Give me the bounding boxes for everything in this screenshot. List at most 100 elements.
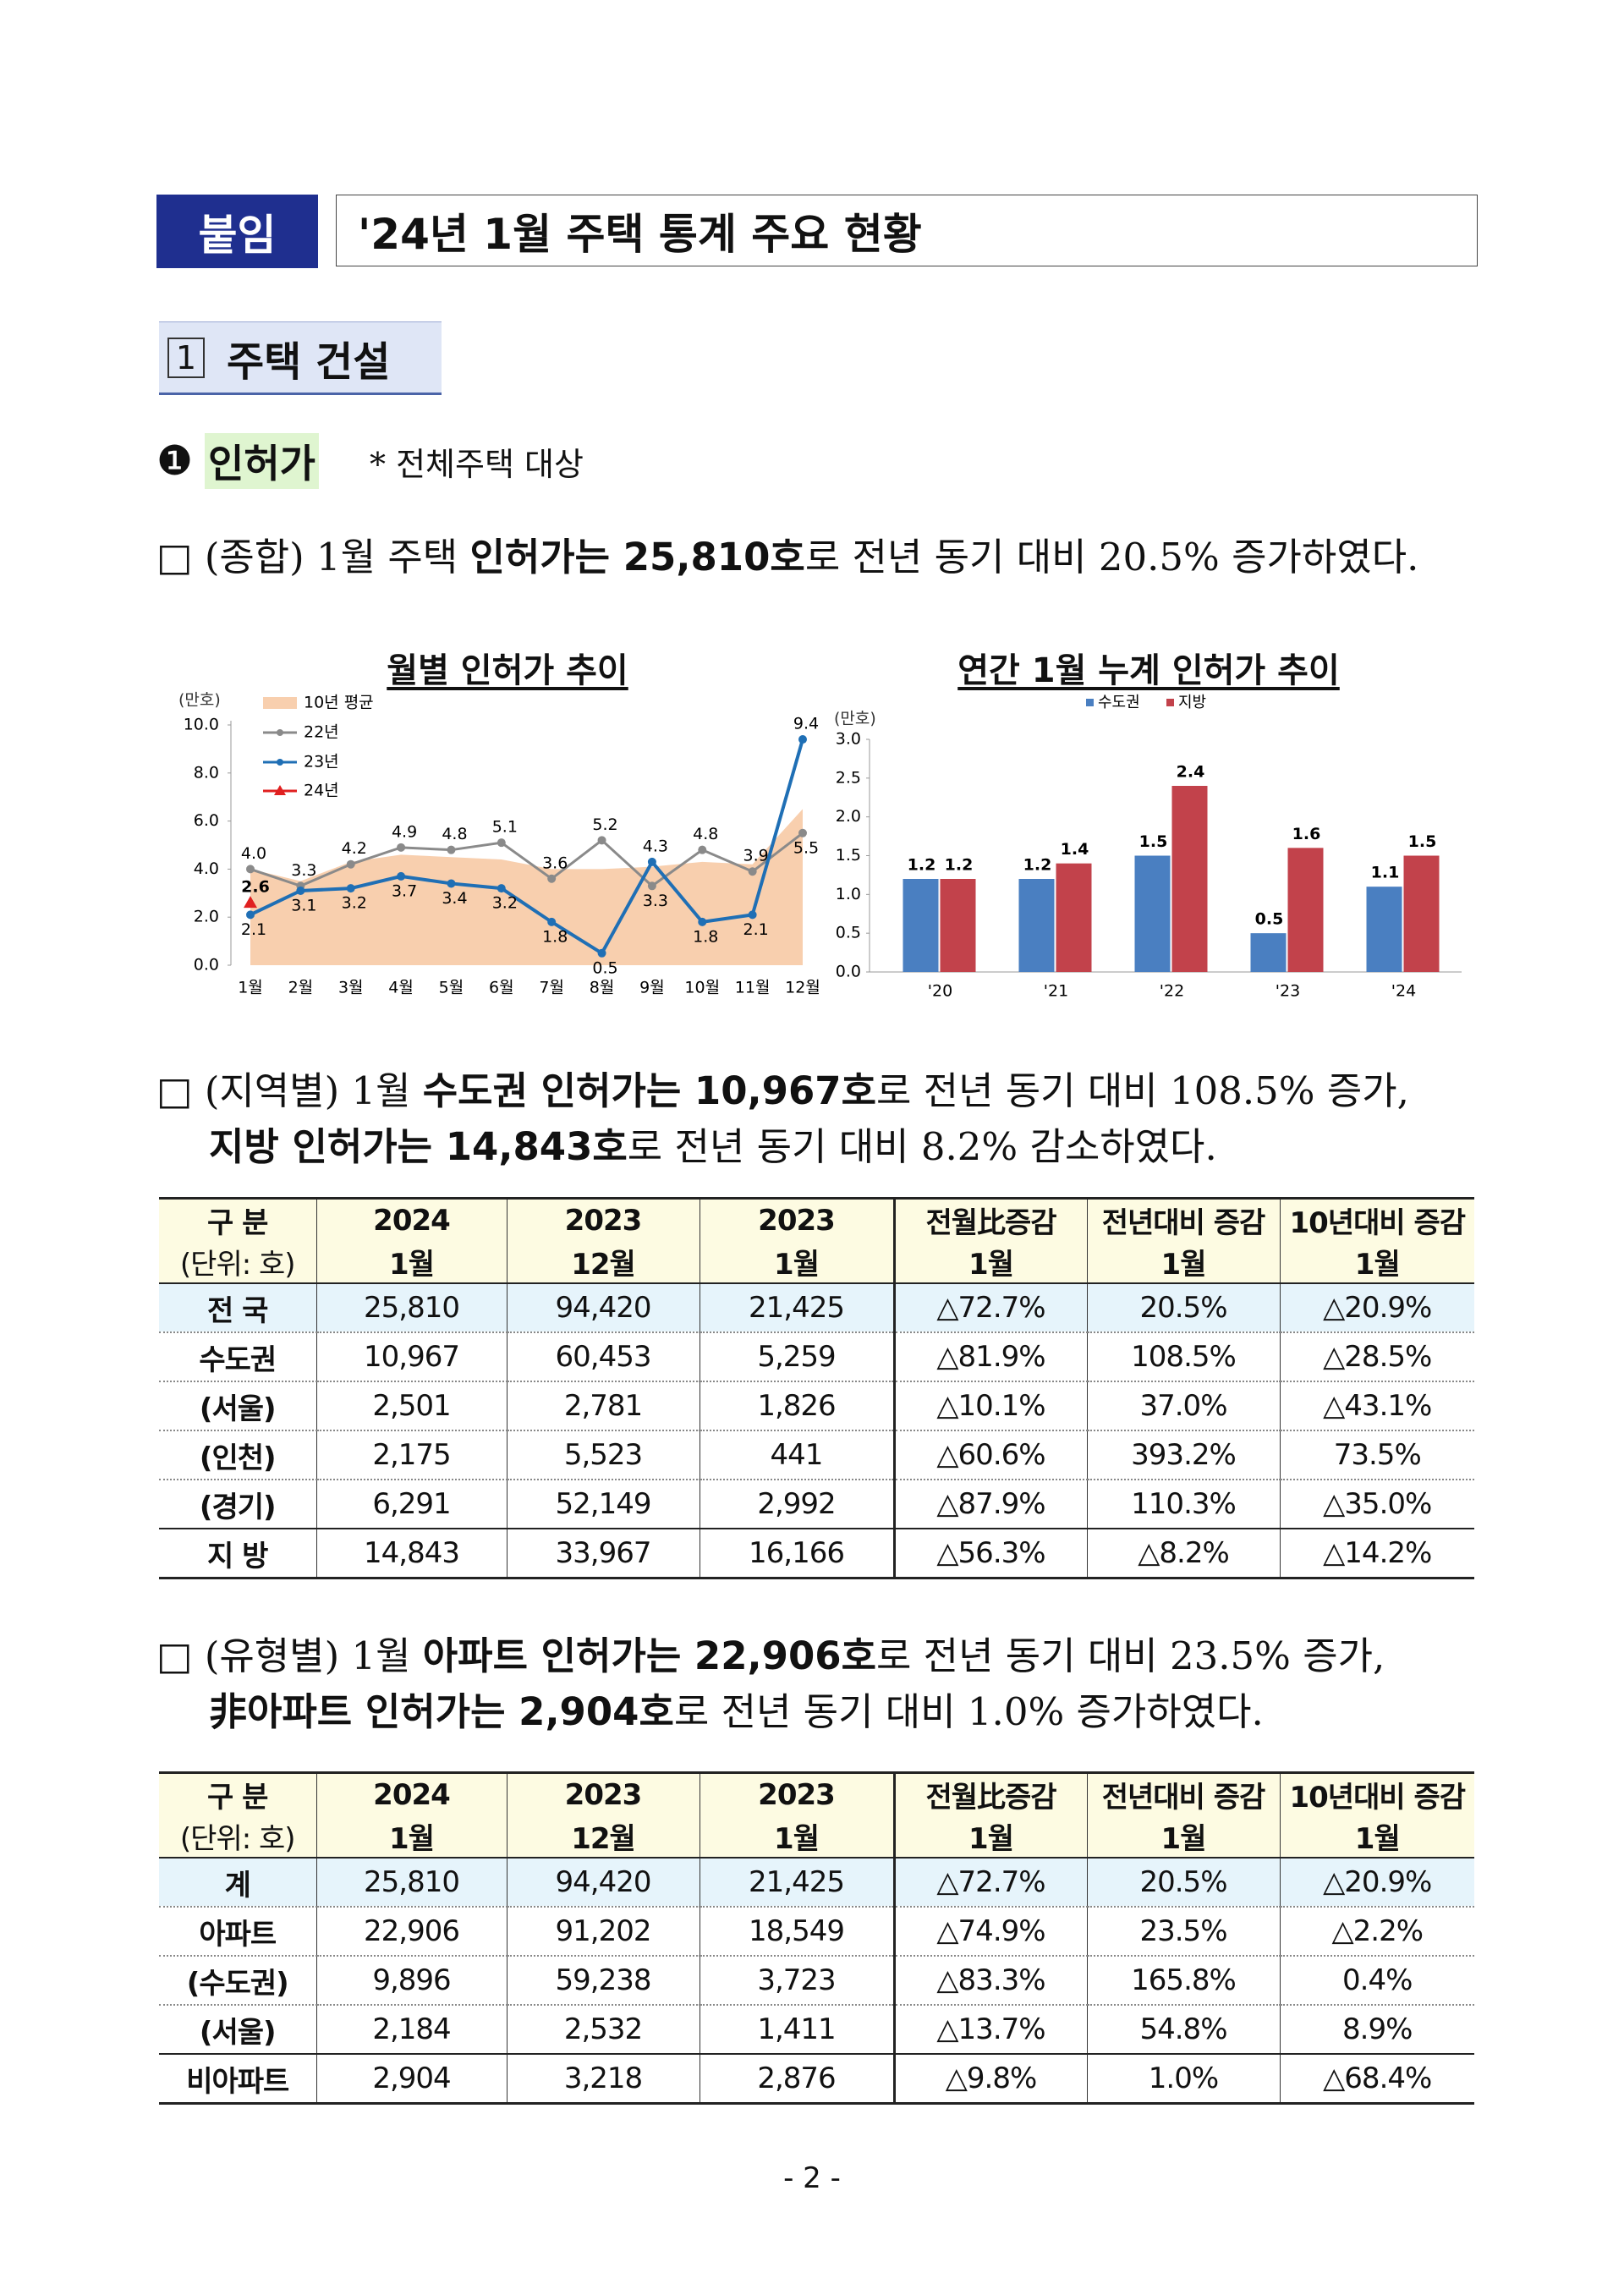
bar: [1403, 855, 1440, 972]
table-cell: 165.8%: [1086, 1955, 1280, 2005]
table-cell: 6,291: [315, 1479, 507, 1529]
emphasis: 지방 인허가는 14,843호: [209, 1124, 628, 1169]
text: 로 전년 동기 대비 23.5% 증가,: [875, 1633, 1385, 1678]
table-cell: 25,810: [315, 1282, 507, 1332]
data-label: 1.2: [945, 856, 974, 875]
table-cell: 18,549: [699, 1906, 894, 1956]
table-cell: △74.9%: [892, 1906, 1087, 1956]
table-cell: 94,420: [506, 1857, 700, 1907]
line: [250, 738, 804, 956]
table-row: 지 방 14,843 33,967 16,166 △56.3% △8.2% △14.2%: [159, 1528, 1474, 1579]
table-cell: △8.2%: [1086, 1528, 1280, 1579]
table-cell: △43.1%: [1279, 1381, 1474, 1430]
table-cell: 2,532: [506, 2004, 700, 2054]
marker: [447, 879, 456, 888]
legend-marker: [274, 785, 286, 795]
y-tick-label: 2.5: [836, 768, 861, 787]
bar: [1250, 933, 1287, 972]
header-cell: 1월: [1086, 1815, 1280, 1858]
marker: [246, 865, 255, 874]
marker: [647, 857, 656, 866]
header-cell: 2023: [506, 1771, 700, 1815]
paragraph-line: □ (종합) 1월 주택 인허가는 25,810호로 전년 동기 대비 20.5…: [156, 530, 1418, 585]
data-label: 5.1: [492, 818, 518, 837]
data-label: 1.6: [1292, 825, 1321, 843]
emphasis: 아파트 인허가는 22,906호: [422, 1633, 876, 1678]
header-cell: 전월比증감: [892, 1197, 1087, 1241]
table-cell: (서울): [159, 2004, 316, 2054]
text: 로 전년 동기 대비 1.0% 증가하였다.: [673, 1689, 1264, 1734]
area: [250, 809, 803, 965]
marker: [244, 896, 257, 909]
table-cell: 2,184: [315, 2004, 507, 2054]
header-cell: 2023: [506, 1197, 700, 1241]
table-cell: 3,723: [699, 1955, 894, 2005]
marker: [447, 845, 456, 854]
chart: (만호) 0.0 0.5 1.0 1.5 2.0 2.5 3.0 '20 1.2 1.2 '21 1.2…: [834, 694, 1462, 1001]
bar: [903, 879, 939, 972]
legend-marker: [277, 759, 283, 766]
header-cell: (단위: 호): [159, 1241, 316, 1283]
marker: [547, 917, 557, 926]
x-tick-label: '20: [928, 982, 952, 1001]
table-cell: 20.5%: [1086, 1282, 1280, 1332]
table-cell: △20.9%: [1279, 1857, 1474, 1907]
table-cell: 14,843: [315, 1528, 507, 1579]
x-tick-label: 9월: [639, 979, 665, 997]
data-label: 4.9: [392, 822, 417, 841]
legend-label: 수도권: [1098, 694, 1140, 711]
marker: [346, 884, 355, 893]
data-label: 3.9: [743, 847, 769, 865]
table-cell: △87.9%: [892, 1479, 1087, 1529]
table-cell: 59,238: [506, 1955, 700, 2005]
legend-swatch: [1086, 699, 1094, 706]
data-label: 4.2: [342, 839, 367, 858]
data-label: 4.8: [693, 825, 718, 843]
line: [250, 832, 804, 888]
data-label: 3.4: [442, 889, 467, 908]
table-cell: 2,904: [315, 2053, 507, 2105]
data-label: 2.4: [1177, 763, 1205, 782]
legend-label: 24년: [304, 782, 339, 800]
table-cell: 1,411: [699, 2004, 894, 2054]
table-row: 아파트 22,906 91,202 18,549 △74.9% 23.5% △2.2%: [159, 1906, 1474, 1956]
subsection-title: 인허가: [205, 433, 319, 489]
header-cell: 1월: [315, 1815, 507, 1858]
table: 구 분 2024 2023 2023 전월比증감 전년대비 증감 10년대비 증감 (단위: …: [159, 1771, 1474, 2105]
table-cell: △14.2%: [1279, 1528, 1474, 1579]
bar: [1018, 879, 1055, 972]
table-row: 계 25,810 94,420 21,425 △72.7% 20.5% △20.9%: [159, 1857, 1474, 1907]
x-tick-label: 11월: [735, 979, 771, 997]
y-tick-label: 0.0: [836, 963, 861, 981]
table-cell: 108.5%: [1086, 1331, 1280, 1381]
x-tick-label: '22: [1160, 982, 1184, 1001]
text: □ (종합) 1월 주택: [156, 535, 470, 579]
table-cell: △81.9%: [892, 1331, 1087, 1381]
table-cell: 21,425: [699, 1857, 894, 1907]
data-label: 5.5: [793, 838, 819, 857]
marker: [798, 735, 807, 744]
section-heading: 1 주택 건설: [159, 321, 442, 395]
table-cell: 2,992: [699, 1479, 894, 1529]
marker: [246, 910, 255, 920]
y-tick-label: 8.0: [194, 763, 219, 782]
header-row: (단위: 호) 1월 12월 1월 1월 1월 1월: [159, 1815, 1474, 1858]
header-cell: 2023: [699, 1771, 894, 1815]
legend-label: 지방: [1178, 694, 1206, 711]
table-cell: (수도권): [159, 1955, 316, 2005]
bar: [1056, 863, 1092, 972]
data-label: 3.2: [342, 894, 367, 913]
emphasis: 非아파트 인허가는 2,904호: [209, 1689, 674, 1734]
table-cell: △10.1%: [892, 1381, 1087, 1430]
x-tick-label: 6월: [489, 979, 514, 997]
data-label: 2.6: [241, 878, 270, 897]
table-body: 구 분 2024 2023 2023 전월比증감 전년대비 증감 10년대비 증감 (단위: …: [159, 1197, 1474, 1579]
data-label: 4.0: [241, 844, 266, 863]
marker: [497, 884, 506, 893]
note: * 전체주택 대상: [370, 445, 584, 483]
marker: [346, 859, 355, 869]
emphasis: 인허가는 25,810호: [469, 535, 805, 579]
header-cell: 12월: [506, 1241, 700, 1283]
table-cell: 아파트: [159, 1906, 316, 1956]
